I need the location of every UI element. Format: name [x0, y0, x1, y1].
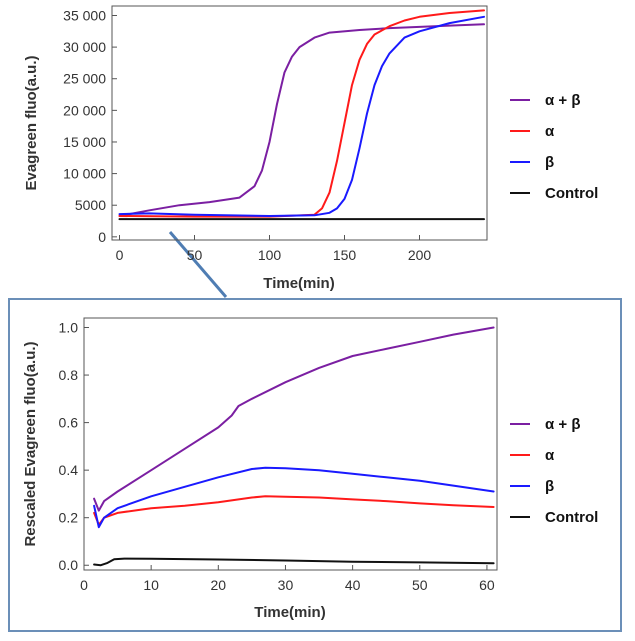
top-y-tick-label: 0	[98, 229, 106, 245]
top-legend-label: α	[545, 123, 555, 140]
top-x-tick-label: 200	[408, 247, 432, 263]
top-y-tick-label: 20 000	[63, 102, 106, 118]
top-series-line-0	[118, 23, 485, 217]
bottom-x-tick-label: 30	[278, 577, 294, 593]
top-y-axis-title: Evagreen fluo(a.u.)	[23, 55, 40, 190]
bottom-chart: 0.0 0.2 0.4 0.6 0.8 1.0 0 10 20 30 40 50 60 Time(min…	[22, 317, 598, 621]
bottom-series-line-3	[93, 557, 495, 567]
bottom-series-line-2	[93, 466, 495, 529]
top-chart: 0 5000 10 000 15 000 20 000 25 000 30 000 35 00…	[23, 5, 598, 292]
top-x-axis-title: Time(min)	[263, 275, 334, 292]
top-y-tick-label: 10 000	[63, 166, 106, 182]
bottom-y-axis-title: Rescaled Evagreen fluo(a.u.)	[22, 341, 39, 546]
top-y-tick-label: 35 000	[63, 7, 106, 23]
top-series-line-1	[118, 9, 485, 218]
bottom-series-line-0	[93, 326, 495, 512]
bottom-y-tick-label: 1.0	[59, 320, 79, 336]
top-legend-label: α + β	[545, 92, 580, 109]
bottom-legend: α + β αβ Control	[510, 416, 598, 526]
bottom-series-line-1	[93, 495, 495, 526]
bottom-y-tick-label: 0.0	[59, 557, 79, 573]
bottom-y-tick-label: 0.4	[59, 462, 79, 478]
inset-frame	[8, 298, 622, 632]
top-y-tick-label: 25 000	[63, 71, 106, 87]
bottom-legend-label: β	[545, 478, 554, 495]
bottom-y-tick-label: 0.6	[59, 415, 79, 431]
bottom-x-tick-label: 50	[412, 577, 428, 593]
zoom-connector	[168, 231, 228, 298]
top-legend-label: β	[545, 154, 554, 171]
bottom-legend-label: α	[545, 447, 555, 464]
top-plot-frame	[111, 5, 488, 241]
top-x-tick-label: 150	[333, 247, 357, 263]
top-series-line-2	[118, 15, 485, 217]
bottom-x-tick-label: 60	[479, 577, 495, 593]
bottom-x-tick-label: 0	[80, 577, 88, 593]
top-x-tick-label: 0	[116, 247, 124, 263]
bottom-legend-label: α + β	[545, 416, 580, 433]
bottom-x-axis-title: Time(min)	[254, 604, 325, 621]
top-legend-label: Control	[545, 185, 598, 202]
top-legend: α + β αβ Control	[510, 92, 598, 202]
top-y-tick-label: 15 000	[63, 134, 106, 150]
top-y-tick-label: 5000	[75, 197, 106, 213]
bottom-x-tick-label: 40	[345, 577, 361, 593]
top-y-tick-label: 30 000	[63, 39, 106, 55]
bottom-legend-label: Control	[545, 509, 598, 526]
top-x-tick-label: 100	[258, 247, 282, 263]
bottom-y-tick-label: 0.8	[59, 367, 79, 383]
bottom-y-tick-label: 0.2	[59, 510, 79, 526]
bottom-x-tick-label: 20	[211, 577, 227, 593]
bottom-x-tick-label: 10	[143, 577, 159, 593]
bottom-plot-frame	[83, 317, 498, 571]
top-x-tick-label: 50	[187, 247, 203, 263]
